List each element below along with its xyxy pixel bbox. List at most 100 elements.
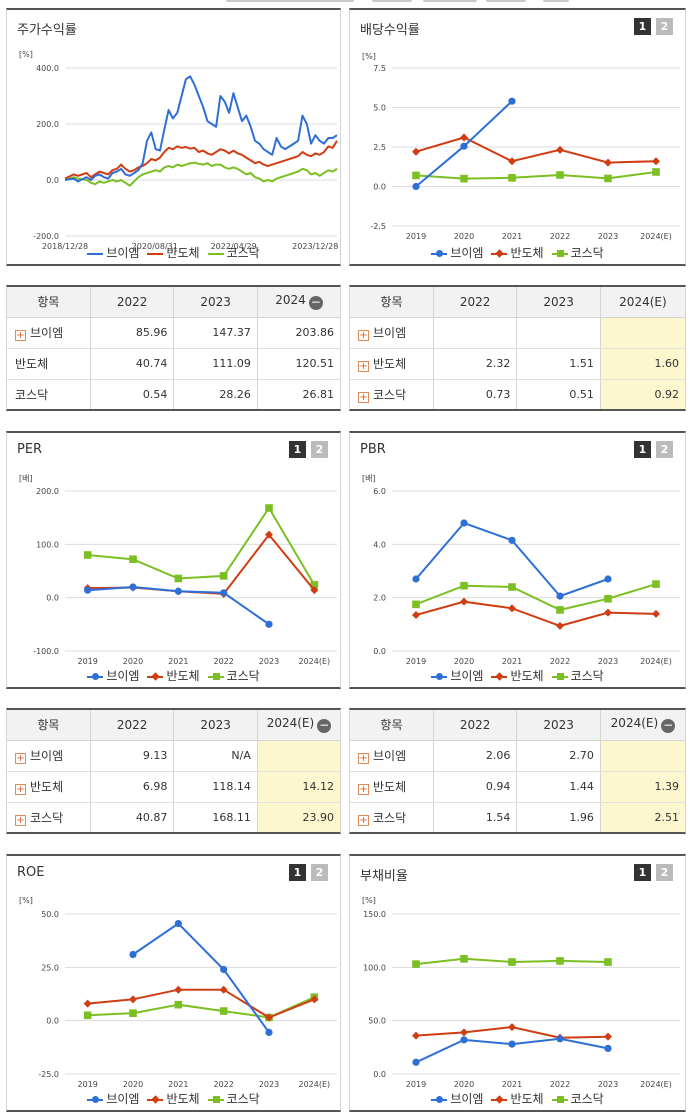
table-row: + 반도체 2.32 1.51 1.60 — [350, 348, 685, 380]
y-tick-label: 100.0 — [363, 963, 386, 972]
data-point — [508, 174, 516, 182]
table-row: + 브이엠 9.13 N/A — [7, 740, 340, 772]
page-2-button[interactable]: 2 — [656, 441, 673, 458]
x-tick-label: 2022 — [550, 232, 570, 241]
legend-marker — [556, 249, 564, 257]
column-header-label: 항목 — [380, 718, 403, 733]
data-point — [460, 597, 468, 606]
legend-swatch — [491, 671, 508, 681]
y-tick-label: 150.0 — [363, 910, 386, 919]
row-label-cell[interactable]: + 반도체 — [350, 348, 434, 380]
expand-icon[interactable]: + — [358, 784, 369, 795]
div-chart-panel: 배당수익률 1 2 [%] 7.5 5.0 2.5 0.0 -2.5 2019 2020 2021 20… — [349, 8, 686, 266]
legend-label: 코스닥 — [570, 1092, 604, 1106]
series-1 — [412, 1035, 612, 1066]
row-label-cell[interactable]: + 코스닥 — [350, 802, 433, 832]
expand-icon[interactable]: + — [15, 753, 26, 764]
collapse-icon[interactable]: − — [317, 718, 332, 734]
expand-icon[interactable]: + — [358, 330, 369, 341]
row-label-cell[interactable]: + 반도체 — [350, 771, 434, 803]
page-2-button[interactable]: 2 — [656, 18, 673, 35]
page-2-button[interactable]: 2 — [311, 864, 328, 881]
row-label-cell[interactable]: + 브이엠 — [350, 317, 434, 349]
chart-title: 배당수익률 — [360, 23, 420, 38]
data-point — [508, 958, 516, 966]
series-line-2 — [415, 600, 657, 627]
legend-item: 반도체 — [491, 244, 544, 261]
legend-label: 반도체 — [166, 669, 200, 683]
chart-title: 주가수익률 — [17, 23, 77, 38]
data-point — [556, 606, 564, 614]
column-header-label: 2022 — [459, 717, 491, 732]
data-point — [508, 536, 516, 544]
per-chart-panel: PER 1 2 [배] 200.0 100.0 0.0 -100.0 2019 2020 2021 2… — [6, 431, 341, 689]
expand-icon[interactable]: + — [358, 361, 369, 372]
data-point — [556, 957, 564, 965]
column-header: 2023 — [173, 710, 258, 741]
y-unit-label: [%] — [362, 896, 376, 905]
x-tick-label: 2020 — [454, 657, 474, 666]
expand-icon[interactable]: + — [15, 784, 26, 795]
row-label-cell[interactable]: + 코스닥 — [350, 379, 433, 409]
table-row: + 코스닥 40.87 168.11 23.90 — [7, 802, 340, 832]
legend-marker — [92, 1095, 100, 1103]
row-label-cell: 반도체 — [7, 348, 91, 380]
row-label-cell[interactable]: + 브이엠 — [7, 317, 91, 349]
page-1-button[interactable]: 1 — [634, 18, 651, 35]
legend-label: 반도체 — [510, 246, 544, 260]
expand-icon[interactable]: + — [15, 330, 26, 341]
page-1-button[interactable]: 1 — [634, 441, 651, 458]
x-tick-label: 2023 — [598, 1080, 618, 1089]
column-header: 2023 — [173, 287, 258, 318]
page-1-button[interactable]: 1 — [634, 864, 651, 881]
legend-item: 브이엠 — [431, 667, 483, 684]
x-tick-label: 2023 — [598, 657, 618, 666]
header-row: 항목 2022 2023 2024− — [7, 287, 340, 318]
legend-label: 브이엠 — [450, 246, 484, 260]
row-label: 반도체 — [30, 780, 64, 794]
collapse-icon[interactable]: − — [308, 295, 323, 311]
data-point — [265, 1028, 273, 1036]
data-point — [412, 147, 420, 156]
debt-chart-panel: 부채비율 1 2 [%] 150.0 100.0 50.0 0.0 2019 2020 2021 20… — [349, 854, 686, 1112]
header-row: 항목 2022 2023 2024(E) − — [7, 710, 340, 741]
series-1 — [129, 920, 273, 1036]
legend-label: 브이엠 — [106, 1092, 140, 1106]
data-point — [412, 1058, 420, 1066]
legend-swatch — [207, 1095, 224, 1103]
table-row: 코스닥 0.54 28.26 26.81 — [7, 379, 340, 409]
y-tick-label: 6.0 — [373, 487, 386, 496]
expand-icon[interactable]: + — [15, 815, 26, 827]
x-tick-label: 2019 — [77, 1080, 97, 1089]
series-1 — [412, 519, 612, 600]
data-point — [129, 555, 137, 564]
table-row: + 브이엠 85.96 147.37 203.86 — [7, 317, 340, 349]
row-label-cell[interactable]: + 브이엠 — [7, 740, 91, 772]
column-header: 항목 — [350, 287, 434, 318]
data-point — [412, 600, 420, 609]
collapse-icon[interactable]: − — [661, 718, 676, 734]
expand-icon[interactable]: + — [358, 815, 369, 827]
data-point — [460, 1028, 468, 1037]
value-cell: 0.73 — [432, 379, 517, 409]
row-label-cell[interactable]: + 반도체 — [7, 771, 91, 803]
column-header: 2024(E) — [599, 287, 685, 318]
page-1-button[interactable]: 1 — [289, 441, 306, 458]
row-label-cell[interactable]: + 코스닥 — [7, 802, 90, 832]
value-cell: 40.74 — [89, 348, 174, 380]
expand-icon[interactable]: + — [358, 392, 369, 404]
expand-icon[interactable]: + — [358, 753, 369, 764]
page-2-button[interactable]: 2 — [311, 441, 328, 458]
column-header-label: 2022 — [116, 717, 148, 732]
y-tick-label: 2.5 — [373, 143, 386, 152]
chart-title: ROE — [17, 865, 45, 880]
data-table: 항목 2022 2023 2024− + 브이엠 85.96 147.37 203.86 반도체 4… — [7, 287, 340, 409]
value-cell: 2.32 — [432, 348, 517, 380]
y-tick-label: 0.0 — [373, 1070, 386, 1079]
page-2-button[interactable]: 2 — [656, 864, 673, 881]
page-1-button[interactable]: 1 — [289, 864, 306, 881]
row-label-cell[interactable]: + 브이엠 — [350, 740, 434, 772]
series-2 — [412, 133, 660, 167]
legend-item: 코스닥 — [207, 667, 260, 684]
